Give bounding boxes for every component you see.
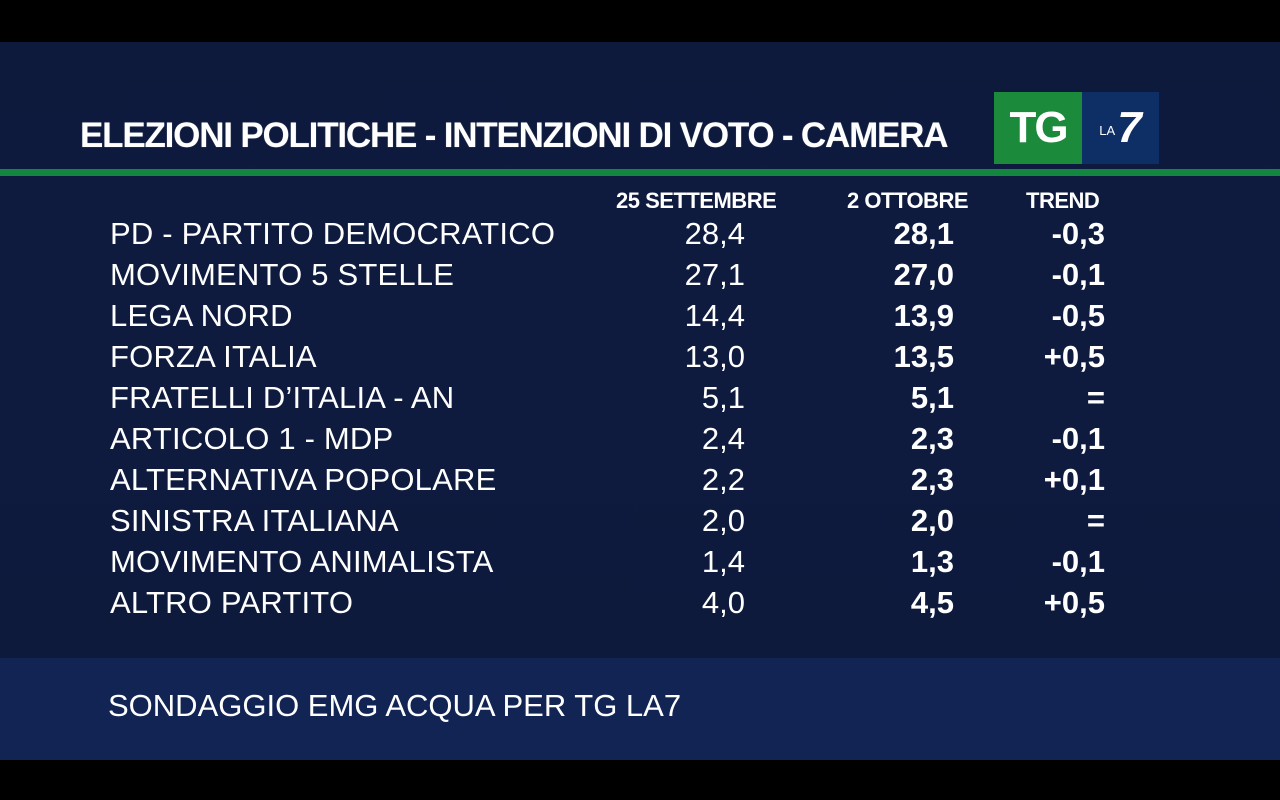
party-name: PD - PARTITO DEMOCRATICO xyxy=(110,216,556,251)
value-date2: 28,1 xyxy=(893,216,954,251)
value-date1: 27,1 xyxy=(684,257,745,292)
letterbox-top xyxy=(0,0,1280,42)
value-date2: 2,0 xyxy=(910,503,954,538)
value-date1: 1,4 xyxy=(701,544,745,579)
logo-la7-block: LA 7 xyxy=(1082,92,1159,164)
trend-value: +0,5 xyxy=(1043,339,1105,374)
value-date1: 2,0 xyxy=(701,503,745,538)
logo-la-text: LA xyxy=(1099,122,1116,138)
party-name: SINISTRA ITALIANA xyxy=(110,503,399,538)
trend-value: = xyxy=(1086,380,1105,415)
title-divider xyxy=(0,169,1280,176)
table-row: MOVIMENTO 5 STELLE 27,1 27,0 -0,1 xyxy=(0,257,1280,298)
trend-value: -0,5 xyxy=(1051,298,1105,333)
trend-value: +0,5 xyxy=(1043,585,1105,620)
trend-value: -0,1 xyxy=(1051,421,1105,456)
party-name: LEGA NORD xyxy=(110,298,293,333)
table-row: FRATELLI D’ITALIA - AN 5,1 5,1 = xyxy=(0,380,1280,421)
trend-value: +0,1 xyxy=(1043,462,1105,497)
source-caption: SONDAGGIO EMG ACQUA PER TG LA7 xyxy=(108,688,682,723)
value-date2: 5,1 xyxy=(910,380,954,415)
party-name: FRATELLI D’ITALIA - AN xyxy=(110,380,455,415)
value-date2: 4,5 xyxy=(910,585,954,620)
value-date1: 28,4 xyxy=(684,216,745,251)
table-row: SINISTRA ITALIANA 2,0 2,0 = xyxy=(0,503,1280,544)
value-date2: 2,3 xyxy=(910,462,954,497)
trend-value: -0,1 xyxy=(1051,544,1105,579)
trend-value: -0,1 xyxy=(1051,257,1105,292)
party-name: ARTICOLO 1 - MDP xyxy=(110,421,394,456)
trend-value: -0,3 xyxy=(1051,216,1105,251)
value-date2: 1,3 xyxy=(910,544,954,579)
table-row: PD - PARTITO DEMOCRATICO 28,4 28,1 -0,3 xyxy=(0,216,1280,257)
column-header-trend: TREND xyxy=(1026,188,1100,213)
table-row: ALTRO PARTITO 4,0 4,5 +0,5 xyxy=(0,585,1280,626)
tg-la7-logo: TG LA 7 xyxy=(994,92,1159,164)
value-date2: 13,5 xyxy=(893,339,954,374)
value-date1: 13,0 xyxy=(684,339,745,374)
table-row: FORZA ITALIA 13,0 13,5 +0,5 xyxy=(0,339,1280,380)
table-row: ARTICOLO 1 - MDP 2,4 2,3 -0,1 xyxy=(0,421,1280,462)
trend-value: = xyxy=(1086,503,1105,538)
value-date1: 4,0 xyxy=(701,585,745,620)
broadcast-graphic: ELEZIONI POLITICHE - INTENZIONI DI VOTO … xyxy=(0,42,1280,760)
value-date2: 27,0 xyxy=(893,257,954,292)
party-name: ALTERNATIVA POPOLARE xyxy=(110,462,497,497)
letterbox-bottom xyxy=(0,760,1280,800)
footer-bar: SONDAGGIO EMG ACQUA PER TG LA7 xyxy=(0,658,1280,760)
value-date1: 14,4 xyxy=(684,298,745,333)
table-row: MOVIMENTO ANIMALISTA 1,4 1,3 -0,1 xyxy=(0,544,1280,585)
column-header-date2: 2 OTTOBRE xyxy=(847,188,969,213)
party-name: MOVIMENTO ANIMALISTA xyxy=(110,544,494,579)
table-row: LEGA NORD 14,4 13,9 -0,5 xyxy=(0,298,1280,339)
value-date1: 2,4 xyxy=(701,421,745,456)
value-date1: 5,1 xyxy=(701,380,745,415)
value-date2: 2,3 xyxy=(910,421,954,456)
logo-tg-block: TG xyxy=(994,92,1082,164)
page-title: ELEZIONI POLITICHE - INTENZIONI DI VOTO … xyxy=(80,116,949,155)
party-name: MOVIMENTO 5 STELLE xyxy=(110,257,455,292)
party-name: ALTRO PARTITO xyxy=(110,585,354,620)
column-header-date1: 25 SETTEMBRE xyxy=(616,188,777,213)
table-row: ALTERNATIVA POPOLARE 2,2 2,3 +0,1 xyxy=(0,462,1280,503)
value-date2: 13,9 xyxy=(893,298,954,333)
party-name: FORZA ITALIA xyxy=(110,339,317,374)
logo-seven-text: 7 xyxy=(1117,103,1142,152)
value-date1: 2,2 xyxy=(701,462,745,497)
